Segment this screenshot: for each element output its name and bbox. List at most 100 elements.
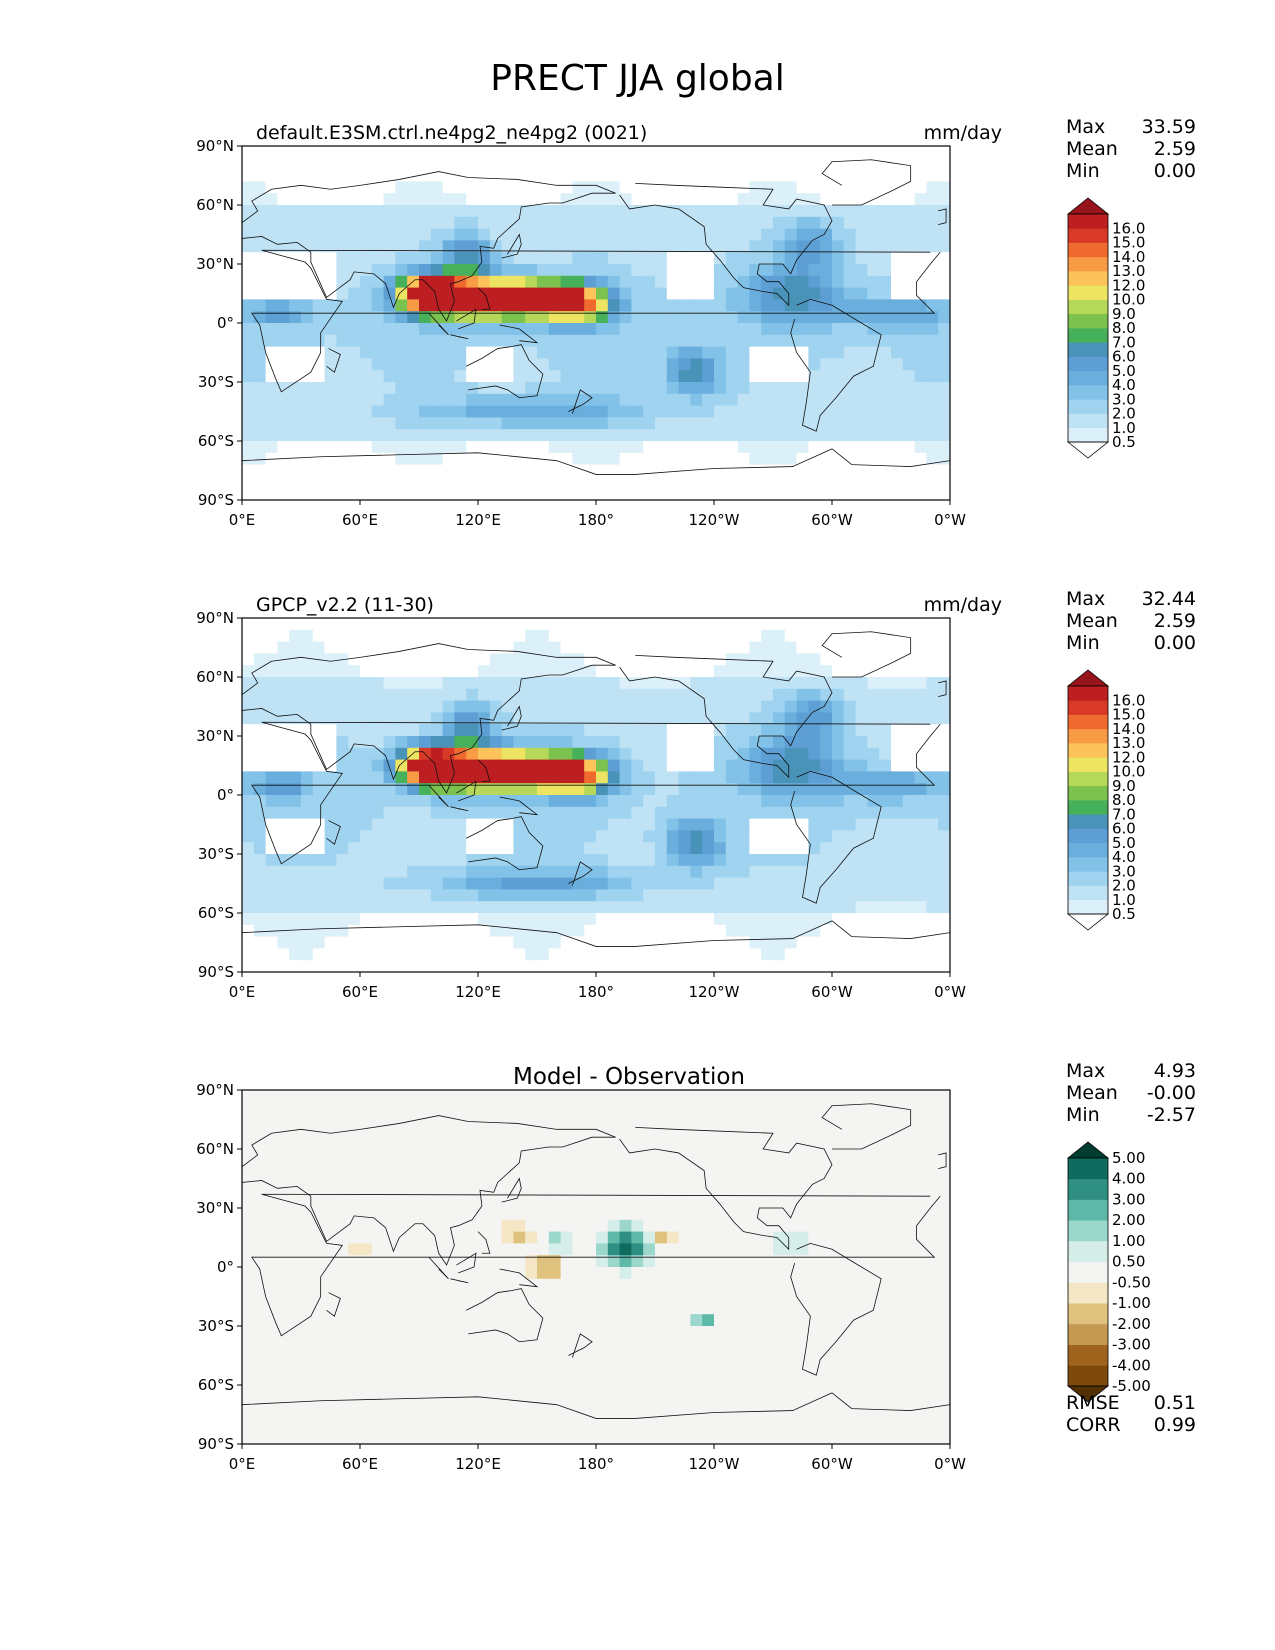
colorbar-band [1068, 899, 1108, 915]
colorbar-band [1068, 1365, 1108, 1387]
lon-tick-label: 60°W [811, 983, 853, 1001]
stat-value: -2.57 [1146, 1104, 1196, 1126]
stat-label: Mean [1066, 138, 1118, 160]
colorbar-tick-label: 16.0 [1112, 219, 1145, 237]
colorbar-band [1068, 256, 1108, 272]
stat-label: Min [1066, 1104, 1100, 1126]
lat-tick-label: 30°N [196, 255, 234, 273]
lat-tick-label: 90°S [198, 963, 234, 981]
colorbar-band [1068, 228, 1108, 243]
lat-tick-label: 90°N [196, 1084, 234, 1099]
lat-tick-label: 0° [217, 786, 234, 804]
colorbar-tick-label: 10.0 [1112, 291, 1145, 309]
stat-row: Mean 2.59 [1066, 610, 1196, 632]
stats-box: Max 32.44 Mean 2.59 Min 0.00 [1066, 588, 1196, 654]
colorbar-band [1068, 1261, 1108, 1283]
colorbar-tick-label: 9.0 [1112, 305, 1136, 323]
lon-tick-label: 60°E [342, 1455, 378, 1473]
colorbar-tick-label: 13.0 [1112, 734, 1145, 752]
panel-title: default.E3SM.ctrl.ne4pg2_ne4pg2 (0021) [256, 122, 648, 144]
lat-tick-label: 30°S [198, 1317, 234, 1335]
units-label: mm/day [923, 122, 1002, 144]
colorbar-band [1068, 427, 1108, 443]
lat-tick-label: 30°N [196, 1199, 234, 1217]
colorbar-tick-label: 12.0 [1112, 276, 1145, 294]
colorbar-band [1068, 299, 1108, 315]
stat-value: 32.44 [1141, 588, 1196, 610]
colorbar-band [1068, 814, 1108, 829]
stat-row: Min 0.00 [1066, 632, 1196, 654]
colorbar-band [1068, 385, 1108, 400]
colorbar-extend-top [1066, 1141, 1110, 1159]
stat-label: Min [1066, 632, 1100, 654]
colorbar-tick-label: 3.00 [1112, 1190, 1145, 1208]
colorbar-tick-label: -0.50 [1112, 1273, 1151, 1291]
colorbar-band [1068, 1323, 1108, 1345]
colorbar-tick-label: 2.00 [1112, 1211, 1145, 1229]
lon-tick-label: 120°W [689, 511, 740, 529]
lon-tick-label: 180° [578, 1455, 614, 1473]
colorbar-tick-label: 0.5 [1112, 433, 1136, 451]
lat-tick-label: 60°S [198, 432, 234, 450]
colorbar-tick-label: 2.0 [1112, 405, 1136, 423]
colorbar-tick-label: -3.00 [1112, 1336, 1151, 1354]
stat-row: Mean 2.59 [1066, 138, 1196, 160]
lat-tick-label: 60°N [196, 1140, 234, 1158]
colorbar-band [1068, 771, 1108, 787]
colorbar-band [1068, 885, 1108, 901]
stat-row: Max 32.44 [1066, 588, 1196, 610]
metric-row: RMSE 0.51 [1066, 1392, 1196, 1414]
stat-row: Max 4.93 [1066, 1060, 1196, 1082]
colorbar-band [1068, 1178, 1108, 1200]
stat-value: -0.00 [1146, 1082, 1196, 1104]
colorbar: 0.51.02.03.04.05.06.07.08.09.010.012.013… [1066, 669, 1145, 931]
stat-row: Max 33.59 [1066, 116, 1196, 138]
colorbar-tick-label: 12.0 [1112, 748, 1145, 766]
colorbar-band [1068, 785, 1108, 801]
colorbar-band [1068, 1344, 1108, 1366]
panel-title: GPCP_v2.2 (11-30) [256, 594, 434, 616]
stat-label: Mean [1066, 610, 1118, 632]
colorbar-band [1068, 356, 1108, 372]
colorbar-tick-label: 8.0 [1112, 319, 1136, 337]
lon-tick-label: 120°E [455, 983, 501, 1001]
colorbar-band [1068, 728, 1108, 744]
stat-value: 2.59 [1153, 610, 1196, 632]
stat-value: 4.93 [1153, 1060, 1196, 1082]
colorbar-extend-bottom [1066, 441, 1110, 459]
colorbar-tick-label: 1.0 [1112, 419, 1136, 437]
map-plot: 90°N 60°N 30°N 0° 30°S 60°S 90°S 0°E 60°E 120°E 18… [196, 140, 966, 529]
colorbar-tick-label: 1.0 [1112, 891, 1136, 909]
metric-label: CORR [1066, 1414, 1121, 1436]
colorbar-band [1068, 1303, 1108, 1325]
stat-value: 0.00 [1153, 632, 1196, 654]
lon-tick-label: 120°W [689, 1455, 740, 1473]
lat-tick-label: 90°S [198, 1435, 234, 1453]
lat-tick-label: 90°N [196, 612, 234, 627]
colorbar-band [1068, 1220, 1108, 1242]
lat-tick-label: 30°S [198, 373, 234, 391]
lon-tick-label: 0°W [934, 983, 966, 1001]
colorbar-band [1068, 871, 1108, 886]
colorbar-tick-label: -2.00 [1112, 1315, 1151, 1333]
stat-value: 0.00 [1153, 160, 1196, 182]
units-label: mm/day [923, 594, 1002, 616]
lon-tick-label: 60°W [811, 511, 853, 529]
lon-tick-label: 180° [578, 511, 614, 529]
colorbar-tick-label: 4.00 [1112, 1170, 1145, 1188]
map-panel: Model - Observation 90°N 60°N 30°N 0° 30°S 60°… [0, 944, 1275, 1473]
map-field [242, 618, 951, 973]
map-field [242, 146, 951, 501]
colorbar-tick-label: -5.00 [1112, 1377, 1151, 1395]
colorbar-tick-label: 9.0 [1112, 777, 1136, 795]
colorbar-band [1068, 1282, 1108, 1304]
coastlines [241, 1103, 951, 1419]
colorbar-tick-label: 8.0 [1112, 791, 1136, 809]
map-plot: 90°N 60°N 30°N 0° 30°S 60°S 90°S 0°E 60°E 120°E 18… [196, 1084, 966, 1473]
colorbar-band [1068, 370, 1108, 386]
colorbar-tick-label: 4.0 [1112, 376, 1136, 394]
figure-title: PRECT JJA global [490, 58, 785, 99]
lon-tick-label: 120°E [455, 511, 501, 529]
colorbar-tick-label: 6.0 [1112, 348, 1136, 366]
colorbar-band [1068, 285, 1108, 300]
